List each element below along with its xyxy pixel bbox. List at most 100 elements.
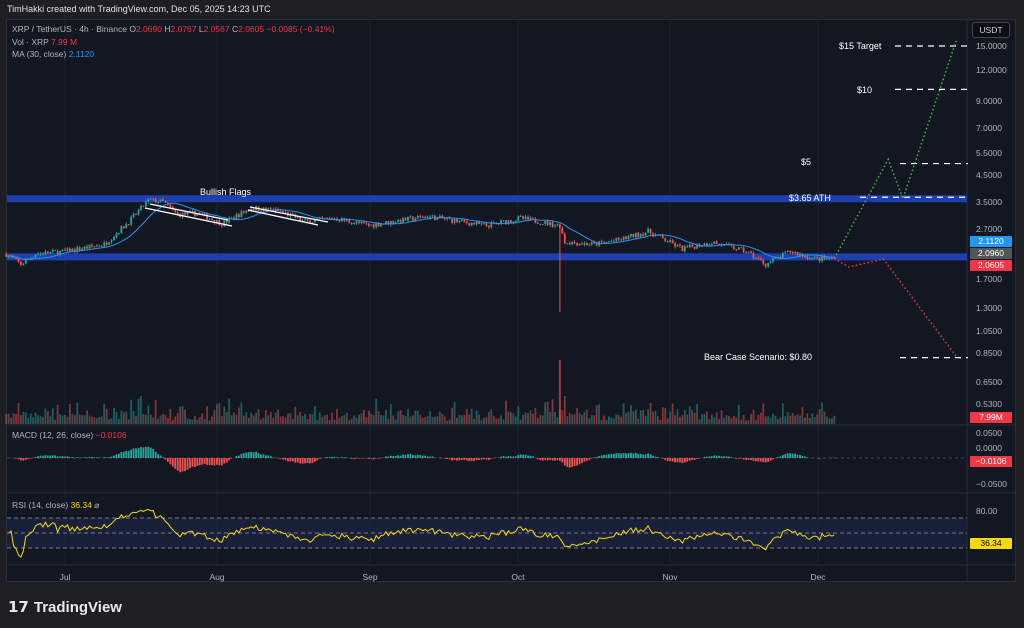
candle — [669, 240, 672, 243]
currency-button[interactable]: USDT — [972, 22, 1010, 38]
macd-histogram-bar — [431, 456, 434, 458]
candle — [755, 257, 757, 259]
macd-histogram-bar — [424, 455, 427, 458]
macd-histogram-bar — [642, 454, 645, 458]
volume-bar — [162, 413, 164, 424]
macd-histogram-bar — [581, 458, 583, 464]
candle — [426, 216, 429, 219]
volume-bar — [218, 403, 221, 424]
tradingview-logo[interactable]: 𝟭𝟳 TradingView — [8, 598, 122, 617]
macd-histogram-bar — [83, 457, 86, 458]
candle — [546, 221, 549, 225]
candle — [306, 219, 309, 221]
volume-bar — [718, 419, 721, 424]
volume-bar — [340, 416, 343, 424]
volume-bar — [22, 411, 25, 424]
volume-bar — [627, 411, 630, 424]
macd-histogram-bar — [309, 458, 311, 464]
volume-bar — [277, 409, 280, 424]
macd-histogram-bar — [453, 458, 456, 461]
volume-bar — [100, 416, 103, 424]
high-label: H — [164, 24, 171, 34]
macd-histogram-bar — [56, 456, 59, 458]
macd-histogram-bar — [806, 457, 809, 458]
candle — [279, 210, 282, 212]
macd-histogram-bar — [350, 458, 353, 459]
candle — [732, 245, 735, 250]
candle — [671, 240, 674, 244]
volume-value: 7.99 M — [51, 37, 78, 47]
candle — [51, 250, 54, 252]
candle — [676, 244, 679, 247]
volume-bar — [561, 410, 564, 424]
macd-histogram-bar — [206, 458, 208, 465]
macd-histogram-bar — [620, 453, 623, 458]
candle — [448, 218, 451, 220]
candle — [664, 238, 667, 242]
macd-histogram-bar — [532, 456, 534, 458]
volume-bar — [517, 406, 520, 424]
candle — [71, 248, 74, 253]
candle — [46, 251, 49, 254]
candle — [512, 221, 515, 223]
candle — [387, 221, 390, 225]
candle — [781, 252, 784, 258]
logo-text: TradingView — [33, 598, 122, 616]
volume-bar — [632, 411, 635, 424]
volume-bar — [201, 413, 204, 424]
candle — [451, 219, 453, 223]
candle — [169, 204, 172, 208]
open-label: O — [129, 24, 136, 34]
candle — [828, 257, 831, 259]
macd-histogram-bar — [162, 457, 164, 458]
candle — [563, 233, 566, 244]
macd-histogram-bar — [262, 454, 265, 458]
candle — [762, 260, 765, 264]
macd-axis-label: 0.0000 — [976, 443, 1002, 453]
candle — [436, 217, 439, 221]
macd-histogram-bar — [632, 453, 635, 458]
candle — [233, 217, 235, 219]
visibility-icon[interactable]: ⌀ — [94, 500, 100, 510]
macd-histogram-bar — [730, 457, 733, 458]
macd-histogram-bar — [255, 451, 257, 458]
candle — [595, 242, 598, 246]
close-label: C — [231, 24, 239, 34]
candle — [708, 244, 711, 246]
candle — [12, 256, 15, 258]
macd-histogram-bar — [159, 455, 162, 458]
volume-bar — [113, 407, 115, 424]
volume-bar — [532, 413, 534, 424]
price-axis-label: 4.5000 — [976, 169, 1002, 180]
macd-histogram-bar — [718, 455, 721, 458]
candle — [674, 243, 676, 247]
bull-projection-path — [833, 38, 958, 259]
macd-histogram-bar — [674, 458, 676, 463]
volume-bar — [708, 419, 711, 424]
volume-bar — [571, 414, 574, 424]
volume-bar — [66, 416, 69, 424]
candle — [637, 232, 640, 237]
volume-bar — [260, 419, 262, 424]
volume-bar — [32, 417, 35, 424]
volume-bar — [358, 414, 360, 424]
macd-histogram-bar — [267, 455, 270, 458]
macd-histogram-bar — [585, 458, 588, 461]
macd-histogram-bar — [316, 458, 319, 461]
macd-histogram-bar — [367, 458, 370, 459]
candle — [299, 216, 302, 221]
volume-bar — [799, 415, 801, 424]
candle — [363, 222, 365, 224]
candle — [100, 246, 103, 248]
volume-bar — [282, 416, 284, 424]
candle — [409, 216, 412, 218]
volume-bar — [529, 410, 532, 424]
volume-bar — [71, 413, 74, 424]
volume-bar — [105, 408, 108, 424]
macd-histogram-bar — [208, 458, 211, 466]
candle — [585, 242, 588, 246]
macd-histogram-bar — [171, 458, 174, 467]
macd-histogram-bar — [203, 458, 206, 464]
candle — [216, 220, 218, 223]
